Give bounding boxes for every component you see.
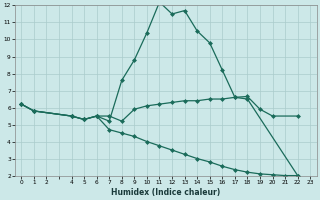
X-axis label: Humidex (Indice chaleur): Humidex (Indice chaleur) — [111, 188, 220, 197]
